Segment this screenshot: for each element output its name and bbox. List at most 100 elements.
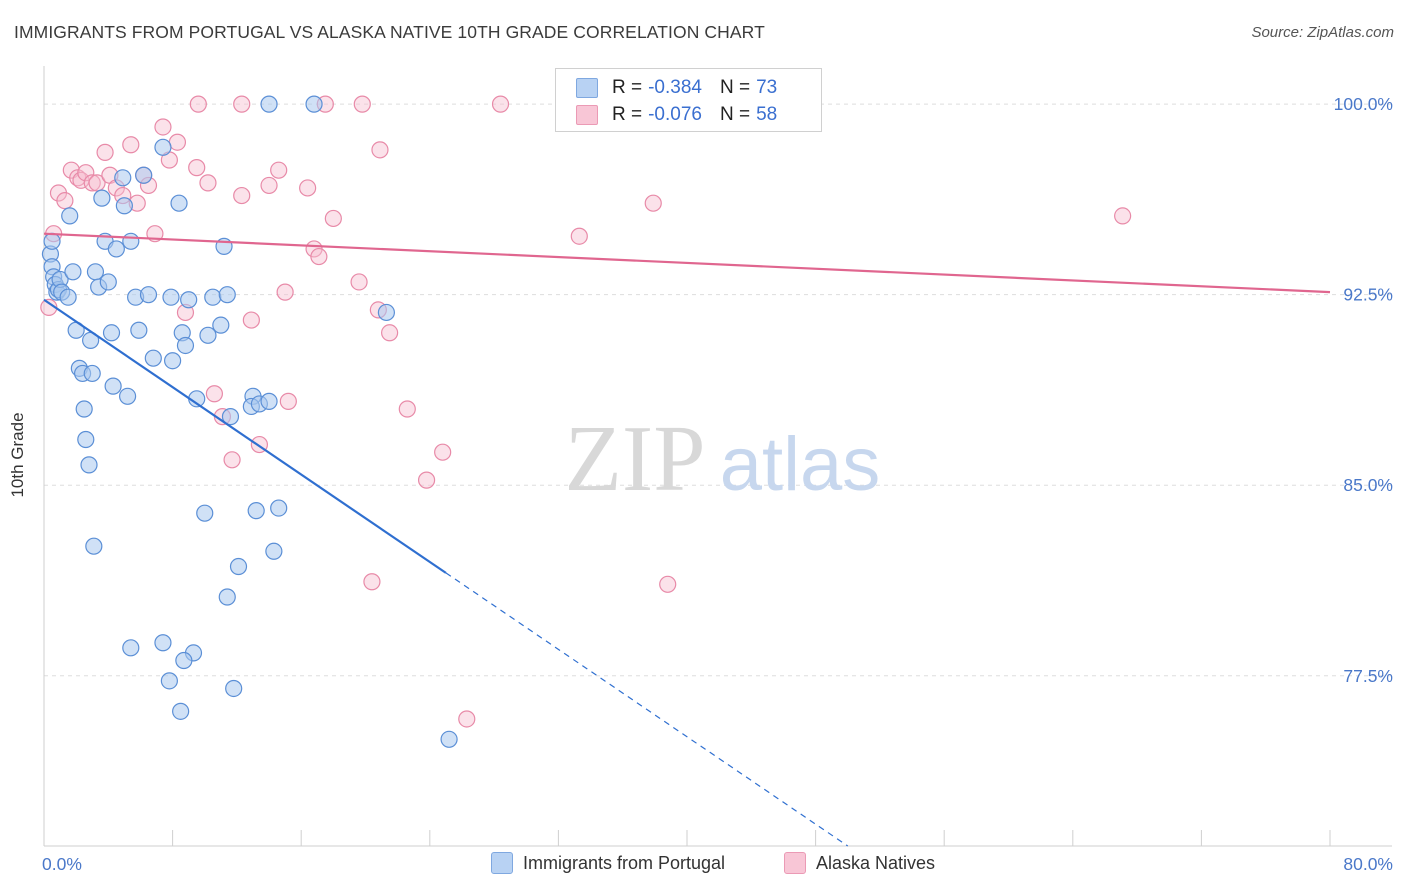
alaska-point (276, 283, 294, 301)
r-value: -0.076 (648, 104, 702, 125)
r-label: R = (612, 104, 643, 125)
alaska-point (417, 471, 436, 489)
portugal-point (196, 504, 214, 522)
alaska-point (324, 209, 342, 228)
pink-square-icon (784, 852, 806, 874)
source-label: Source: ZipAtlas.com (1251, 24, 1394, 41)
alaska-point (233, 186, 251, 205)
portugal-point (225, 679, 243, 698)
blue-swatch-icon (576, 78, 598, 98)
portugal-point (61, 207, 79, 225)
portugal-point (83, 364, 101, 383)
alaska-point (223, 451, 241, 469)
alaska-point (434, 443, 452, 461)
legend-label-portugal: Immigrants from Portugal (523, 852, 726, 873)
pink-swatch-icon (576, 105, 598, 125)
x-tick-label: 0.0% (42, 854, 82, 874)
portugal-point (175, 651, 193, 670)
alaska-point (659, 575, 677, 593)
alaska-point (644, 194, 662, 212)
alaska-point (122, 136, 140, 154)
portugal-point (212, 316, 230, 334)
alaska-point (205, 385, 223, 403)
n-value: 73 (756, 77, 778, 98)
alaska-point (168, 133, 187, 151)
portugal-point (270, 499, 288, 517)
alaska-point (83, 174, 101, 192)
portugal-point (199, 326, 217, 344)
r-value: -0.384 (648, 77, 702, 98)
portugal-point (260, 392, 278, 410)
legend-item-alaska: Alaska Natives (784, 852, 935, 874)
y-tick-label: 92.5% (1343, 285, 1393, 305)
portugal-point (80, 456, 98, 474)
alaska-point (398, 400, 416, 418)
portugal-point (59, 288, 77, 306)
alaska-point (381, 324, 399, 342)
portugal-point (75, 400, 93, 418)
portugal-point (265, 542, 283, 560)
portugal-point (93, 189, 111, 207)
alaska-point (570, 227, 588, 245)
alaska-point (260, 176, 278, 195)
series-legend: Immigrants from Portugal Alaska Natives (0, 852, 1406, 878)
portugal-point (204, 288, 222, 306)
alaska-point (96, 143, 114, 161)
y-tick-label: 100.0% (1334, 94, 1393, 114)
watermark: ZIP atlas (565, 407, 881, 511)
portugal-point (139, 286, 158, 304)
alaska-point (363, 573, 381, 591)
alaska-point (371, 141, 389, 159)
n-value: 58 (756, 104, 778, 125)
alaska-point (189, 95, 207, 113)
portugal-point (180, 291, 198, 309)
portugal-point (144, 349, 162, 367)
alaska-point (77, 164, 95, 182)
alaska-trendline (43, 232, 1331, 294)
alaska-point (458, 710, 476, 728)
portugal-point (43, 232, 61, 250)
alaska-point (88, 174, 106, 192)
portugal-point (85, 537, 103, 555)
alaska-point (491, 95, 510, 113)
portugal-point (114, 169, 132, 187)
stats-legend: R = -0.384 N = 73 R = -0.076 N = 58 (555, 68, 822, 132)
portugal-point (135, 166, 153, 184)
watermark-atlas: atlas (720, 422, 881, 507)
portugal-point (154, 634, 172, 652)
portugal-point (160, 672, 178, 690)
portugal-point (260, 95, 278, 113)
portugal-point (154, 138, 172, 156)
alaska-point (154, 118, 172, 136)
y-tick-label: 85.0% (1343, 475, 1393, 495)
alaska-point (1114, 207, 1132, 225)
legend-item-portugal: Immigrants from Portugal (491, 852, 725, 874)
portugal-point (218, 588, 236, 606)
portugal-point (102, 324, 121, 342)
portugal-point (122, 639, 140, 657)
portugal-point (247, 502, 265, 520)
alaska-point (353, 95, 371, 113)
alaska-point (56, 192, 74, 210)
alaska-point (270, 161, 288, 179)
alaska-point (310, 247, 328, 266)
n-label: N = (719, 104, 751, 125)
portugal-point (172, 702, 190, 720)
alaska-point (188, 159, 206, 177)
portugal-point (64, 263, 82, 281)
alaska-point (199, 174, 217, 192)
chart-title: IMMIGRANTS FROM PORTUGAL VS ALASKA NATIV… (14, 22, 765, 42)
portugal-point (122, 232, 140, 250)
legend-label-alaska: Alaska Natives (816, 852, 936, 873)
portugal-point (164, 352, 182, 370)
portugal-point (130, 321, 148, 339)
portugal-point (377, 303, 395, 322)
x-tick-label: 80.0% (1343, 854, 1393, 874)
alaska-point (242, 311, 260, 329)
portugal-point (104, 377, 122, 395)
r-label: R = (612, 77, 643, 98)
alaska-point (299, 179, 317, 197)
portugal-point (218, 286, 236, 304)
portugal-point (107, 240, 125, 258)
